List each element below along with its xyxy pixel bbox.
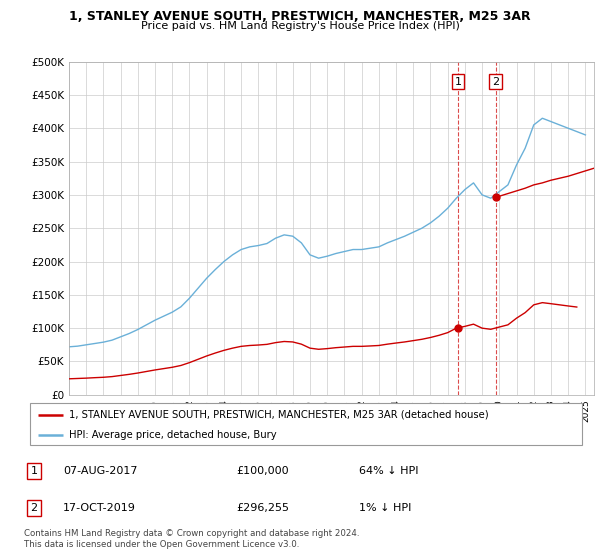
Text: Price paid vs. HM Land Registry's House Price Index (HPI): Price paid vs. HM Land Registry's House …	[140, 21, 460, 31]
Text: 1, STANLEY AVENUE SOUTH, PRESTWICH, MANCHESTER, M25 3AR: 1, STANLEY AVENUE SOUTH, PRESTWICH, MANC…	[69, 10, 531, 23]
Text: £100,000: £100,000	[236, 466, 289, 476]
Text: 2: 2	[492, 77, 499, 87]
FancyBboxPatch shape	[30, 403, 582, 445]
Text: £296,255: £296,255	[236, 503, 289, 513]
Text: Contains HM Land Registry data © Crown copyright and database right 2024.
This d: Contains HM Land Registry data © Crown c…	[24, 529, 359, 549]
Text: 1% ↓ HPI: 1% ↓ HPI	[359, 503, 411, 513]
Text: HPI: Average price, detached house, Bury: HPI: Average price, detached house, Bury	[68, 430, 276, 440]
Text: 2: 2	[31, 503, 38, 513]
Text: 1, STANLEY AVENUE SOUTH, PRESTWICH, MANCHESTER, M25 3AR (detached house): 1, STANLEY AVENUE SOUTH, PRESTWICH, MANC…	[68, 410, 488, 420]
Text: 1: 1	[455, 77, 461, 87]
Text: 07-AUG-2017: 07-AUG-2017	[63, 466, 137, 476]
Text: 17-OCT-2019: 17-OCT-2019	[63, 503, 136, 513]
Text: 64% ↓ HPI: 64% ↓ HPI	[359, 466, 418, 476]
Text: 1: 1	[31, 466, 38, 476]
